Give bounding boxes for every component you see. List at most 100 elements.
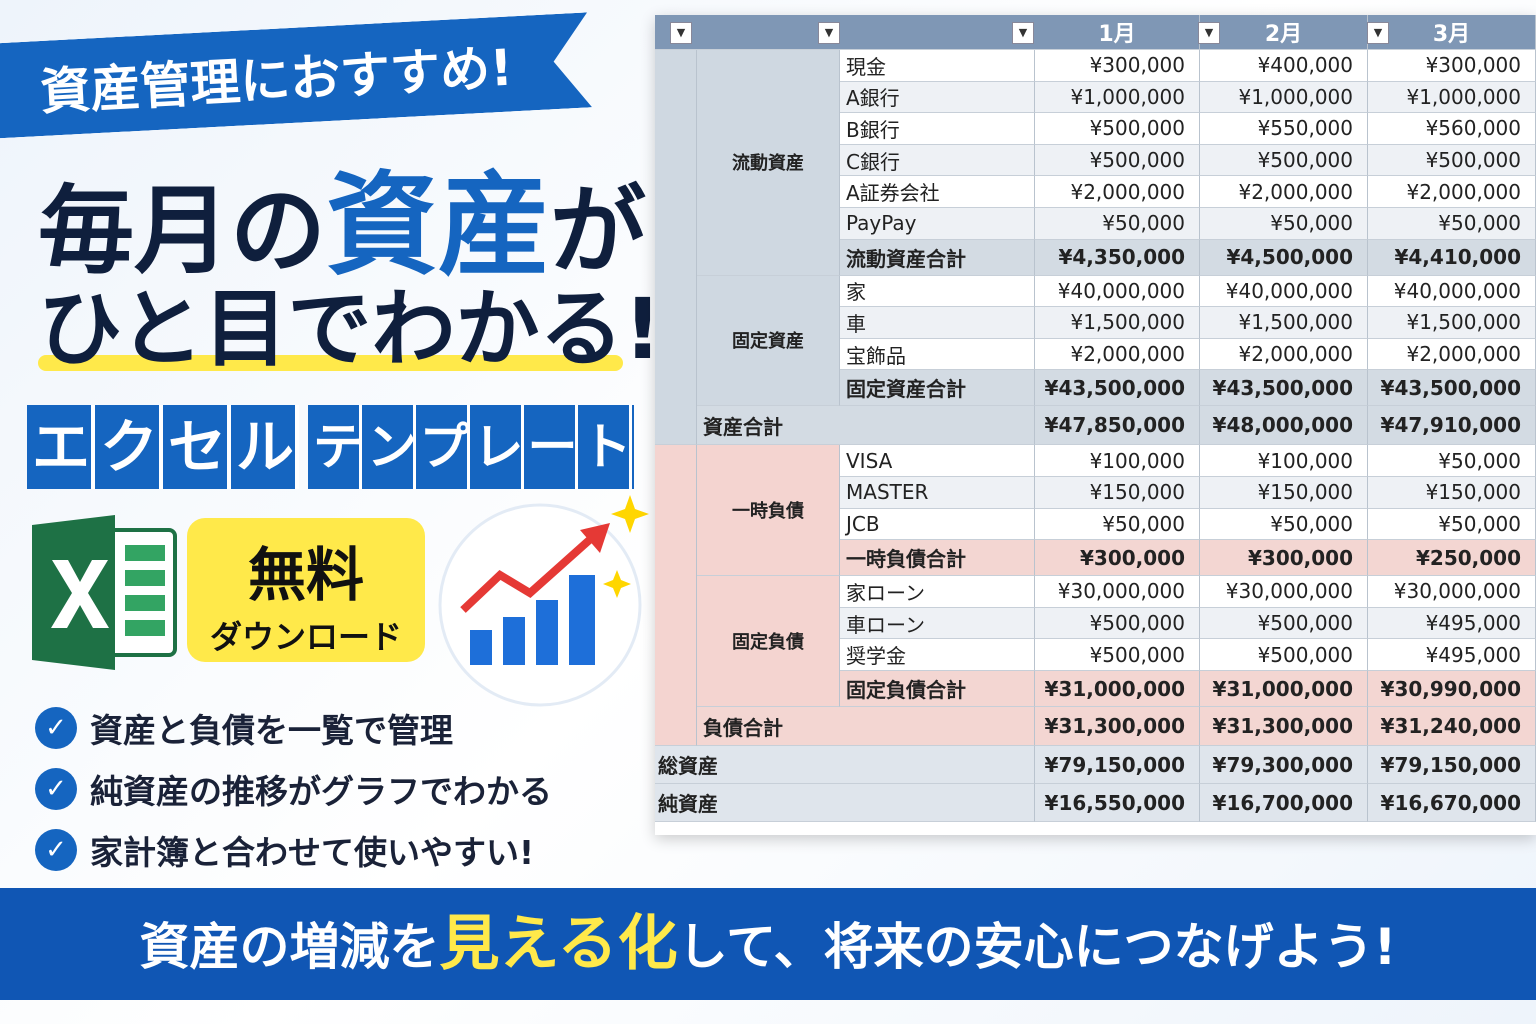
item-label: 車ローン — [840, 607, 1035, 640]
item-value: ¥1,000,000 — [1035, 81, 1200, 114]
headline-2: ひと目でわかる! — [38, 280, 662, 378]
footer-accent: 見える化 — [439, 909, 678, 979]
template-word: エクセル — [27, 405, 299, 489]
badge-title: 無料 — [247, 541, 364, 609]
item-value: ¥2,000,000 — [1368, 176, 1536, 208]
summary-value: ¥16,670,000 — [1368, 784, 1536, 822]
summary-value: ¥16,550,000 — [1035, 784, 1200, 822]
item-value: ¥30,000,000 — [1200, 576, 1368, 608]
item-value: ¥300,000 — [1368, 50, 1536, 82]
subtotal-value: ¥31,000,000 — [1200, 671, 1368, 707]
growth-icon — [438, 495, 649, 707]
summary-label: 総資産 — [655, 746, 1035, 784]
group-label: 一時負債 — [697, 445, 840, 577]
total-value: ¥31,300,000 — [1035, 707, 1200, 746]
group-label: 流動資産 — [697, 50, 840, 276]
item-value: ¥150,000 — [1035, 477, 1200, 509]
section-strip — [655, 50, 697, 446]
item-value: ¥2,000,000 — [1035, 338, 1200, 371]
filter-button: ▼ — [670, 22, 692, 44]
item-value: ¥1,500,000 — [1200, 307, 1368, 339]
item-value: ¥2,000,000 — [1200, 176, 1368, 208]
item-value: ¥500,000 — [1035, 144, 1200, 177]
filter-button: ▼ — [1367, 22, 1389, 44]
subtotal-label: 一時負債合計 — [840, 540, 1035, 577]
item-value: ¥400,000 — [1200, 50, 1368, 82]
total-label: 負債合計 — [697, 707, 1035, 746]
item-value: ¥500,000 — [1200, 144, 1368, 177]
item-label: 宝飾品 — [840, 338, 1035, 371]
item-label: 現金 — [840, 50, 1035, 82]
item-value: ¥40,000,000 — [1035, 275, 1200, 308]
item-value: ¥1,000,000 — [1368, 81, 1536, 114]
summary-value: ¥79,150,000 — [1035, 746, 1200, 784]
item-value: ¥1,500,000 — [1368, 307, 1536, 339]
badge: 無料 ダウンロード — [187, 518, 425, 662]
item-value: ¥550,000 — [1200, 113, 1368, 145]
subtotal-label: 固定負債合計 — [840, 671, 1035, 707]
feature-text: 家計簿と合わせて使いやすい! — [90, 833, 535, 872]
subtotal-value: ¥300,000 — [1035, 540, 1200, 577]
total-label: 資産合計 — [697, 406, 1035, 446]
item-value: ¥500,000 — [1035, 113, 1200, 145]
subtotal-value: ¥300,000 — [1200, 540, 1368, 577]
item-label: A証券会社 — [840, 176, 1035, 208]
item-value: ¥50,000 — [1035, 508, 1200, 541]
item-label: 奨学金 — [840, 639, 1035, 671]
month-header: 2月 — [1200, 15, 1368, 50]
section-strip — [655, 445, 697, 746]
badge-sub: ダウンロード — [209, 618, 402, 656]
subtotal-value: ¥43,500,000 — [1368, 370, 1536, 407]
total-value: ¥47,910,000 — [1368, 406, 1536, 446]
group-label: 固定負債 — [697, 576, 840, 707]
subtotal-value: ¥4,410,000 — [1368, 239, 1536, 276]
item-value: ¥50,000 — [1200, 208, 1368, 240]
item-value: ¥2,000,000 — [1035, 176, 1200, 208]
footer-text: して、将来の安心につなげよう! — [677, 918, 1397, 976]
item-value: ¥50,000 — [1035, 208, 1200, 240]
subtotal-value: ¥250,000 — [1368, 540, 1536, 577]
item-value: ¥50,000 — [1368, 445, 1536, 477]
item-value: ¥2,000,000 — [1200, 338, 1368, 371]
subtotal-value: ¥4,500,000 — [1200, 239, 1368, 276]
feature-text: 資産と負債を一覧で管理 — [90, 711, 453, 750]
item-value: ¥500,000 — [1200, 607, 1368, 640]
item-label: 家 — [840, 275, 1035, 308]
check-icon: ✓ — [35, 768, 77, 810]
summary-value: ¥16,700,000 — [1200, 784, 1368, 822]
item-value: ¥30,000,000 — [1035, 576, 1200, 608]
item-value: ¥500,000 — [1035, 639, 1200, 671]
item-label: JCB — [840, 508, 1035, 541]
item-value: ¥500,000 — [1200, 639, 1368, 671]
total-value: ¥31,300,000 — [1200, 707, 1368, 746]
total-value: ¥48,000,000 — [1200, 406, 1368, 446]
summary-value: ¥79,300,000 — [1200, 746, 1368, 784]
subtotal-value: ¥30,990,000 — [1368, 671, 1536, 707]
item-value: ¥500,000 — [1035, 607, 1200, 640]
subtotal-label: 固定資産合計 — [840, 370, 1035, 407]
subtotal-label: 流動資産合計 — [840, 239, 1035, 276]
headline-1: 毎月の資産が — [38, 135, 646, 297]
item-value: ¥1,500,000 — [1035, 307, 1200, 339]
item-value: ¥50,000 — [1368, 508, 1536, 541]
item-value: ¥495,000 — [1368, 639, 1536, 671]
table-shadow — [655, 15, 1536, 835]
item-value: ¥30,000,000 — [1368, 576, 1536, 608]
summary-label: 純資産 — [655, 784, 1035, 822]
item-value: ¥100,000 — [1200, 445, 1368, 477]
item-value: ¥150,000 — [1368, 477, 1536, 509]
header-row — [655, 15, 1536, 50]
item-label: MASTER — [840, 477, 1035, 509]
item-value: ¥40,000,000 — [1200, 275, 1368, 308]
headline-text: 毎月の — [38, 175, 326, 287]
item-value: ¥150,000 — [1200, 477, 1368, 509]
feature-text: 純資産の推移がグラフでわかる — [90, 772, 552, 811]
subtotal-value: ¥4,350,000 — [1035, 239, 1200, 276]
item-value: ¥495,000 — [1368, 607, 1536, 640]
filter-button: ▼ — [1198, 22, 1220, 44]
item-label: PayPay — [840, 208, 1035, 240]
item-value: ¥2,000,000 — [1368, 338, 1536, 371]
item-value: ¥300,000 — [1035, 50, 1200, 82]
filter-button: ▼ — [1012, 22, 1034, 44]
